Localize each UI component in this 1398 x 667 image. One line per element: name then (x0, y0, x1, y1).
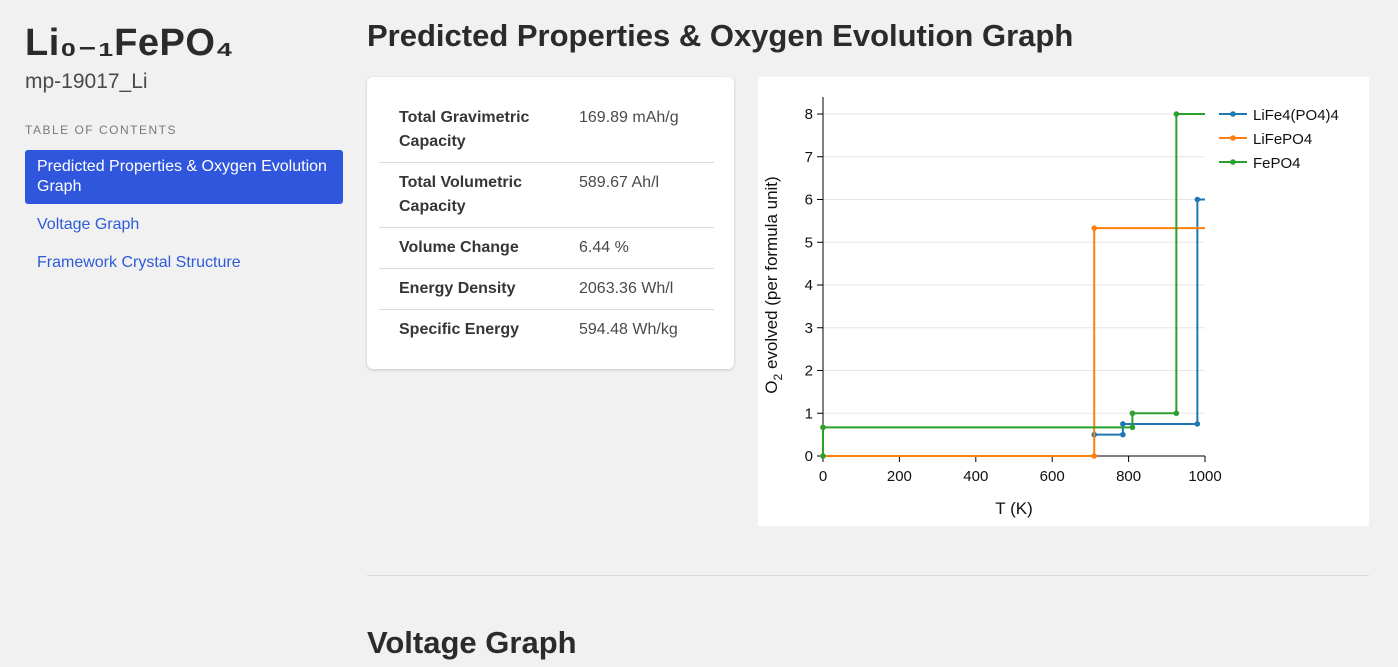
section-title-voltage-graph: Voltage Graph (367, 625, 577, 660)
legend-label: LiFePO4 (1253, 131, 1312, 148)
data-point (1091, 225, 1098, 231)
property-label: Total Volumetric Capacity (399, 174, 522, 215)
property-value: 589.67 Ah/l (579, 174, 660, 191)
table-row: Total Volumetric Capacity 589.67 Ah/l (379, 163, 714, 228)
property-value: 6.44 % (579, 239, 629, 256)
x-axis-label: T (K) (995, 499, 1032, 518)
table-row: Energy Density 2063.36 Wh/l (379, 269, 714, 310)
x-tick-label: 800 (1116, 468, 1141, 485)
legend-label: FePO4 (1253, 155, 1301, 172)
table-of-contents: Predicted Properties & Oxygen Evolution … (25, 150, 343, 284)
data-point (1120, 431, 1126, 438)
y-tick-label: 6 (805, 192, 813, 209)
y-tick-label: 7 (805, 149, 813, 166)
y-tick-label: 1 (805, 405, 813, 422)
legend-marker (1230, 135, 1236, 141)
property-value: 594.48 Wh/kg (579, 321, 678, 338)
legend-marker (1230, 159, 1236, 165)
table-row: Specific Energy 594.48 Wh/kg (379, 310, 714, 351)
data-point (1194, 196, 1201, 203)
y-axis-label: O2 evolved (per formula unit) (762, 176, 785, 393)
material-formula-title: Li₀₋₁FePO₄ (25, 22, 235, 64)
properties-table: Total Gravimetric Capacity 169.89 mAh/g … (379, 98, 714, 350)
y-tick-label: 2 (805, 363, 813, 380)
y-tick-label: 3 (805, 320, 813, 337)
table-row: Total Gravimetric Capacity 169.89 mAh/g (379, 98, 714, 163)
y-tick-label: 8 (805, 106, 813, 123)
section-divider (367, 575, 1369, 576)
y-tick-label: 0 (805, 448, 813, 465)
x-tick-label: 600 (1040, 468, 1065, 485)
y-tick-label: 4 (805, 277, 813, 294)
x-tick-label: 400 (963, 468, 988, 485)
toc-item-predicted-properties[interactable]: Predicted Properties & Oxygen Evolution … (25, 150, 343, 204)
property-value: 169.89 mAh/g (579, 109, 679, 126)
y-tick-label: 5 (805, 234, 813, 251)
data-point (1173, 111, 1180, 117)
data-point (1173, 410, 1180, 417)
data-point (1129, 424, 1136, 431)
data-point (820, 424, 826, 431)
data-point (1091, 453, 1098, 459)
oxygen-evolution-svg: 0 1 2 3 4 5 6 7 8 0 200 400 600 800 1000 LiFe4(PO4)4 Li… (762, 97, 1339, 518)
data-point (1194, 421, 1201, 427)
toc-heading: TABLE OF CONTENTS (25, 123, 177, 137)
properties-card: Total Gravimetric Capacity 169.89 mAh/g … (367, 77, 734, 369)
x-tick-label: 200 (887, 468, 912, 485)
property-value: 2063.36 Wh/l (579, 280, 674, 297)
toc-item-voltage-graph[interactable]: Voltage Graph (37, 216, 140, 233)
legend-label: LiFe4(PO4)4 (1253, 107, 1339, 124)
y-axis-label-main: O (762, 380, 781, 393)
material-id: mp-19017_Li (25, 70, 148, 93)
oxygen-evolution-chart: 0 1 2 3 4 5 6 7 8 0 200 400 600 800 1000 LiFe4(PO4)4 Li… (758, 77, 1369, 526)
legend-marker (1230, 111, 1236, 117)
property-label: Specific Energy (399, 321, 520, 338)
x-tick-label: 1000 (1188, 468, 1221, 485)
section-title-predicted-properties: Predicted Properties & Oxygen Evolution … (367, 18, 1074, 53)
data-point (1129, 410, 1136, 417)
x-tick-label: 0 (819, 468, 827, 485)
series-line (1094, 198, 1205, 436)
series-line (823, 227, 1205, 457)
table-row: Volume Change 6.44 % (379, 228, 714, 269)
data-point (1120, 421, 1126, 427)
y-axis-label-rest: evolved (per formula unit) (762, 176, 781, 373)
property-label: Energy Density (399, 280, 516, 297)
toc-item-framework-crystal-structure[interactable]: Framework Crystal Structure (37, 254, 241, 271)
property-label: Total Gravimetric Capacity (399, 109, 530, 150)
y-axis-label-sub: 2 (771, 373, 785, 380)
property-label: Volume Change (399, 239, 519, 256)
data-point (820, 453, 826, 459)
